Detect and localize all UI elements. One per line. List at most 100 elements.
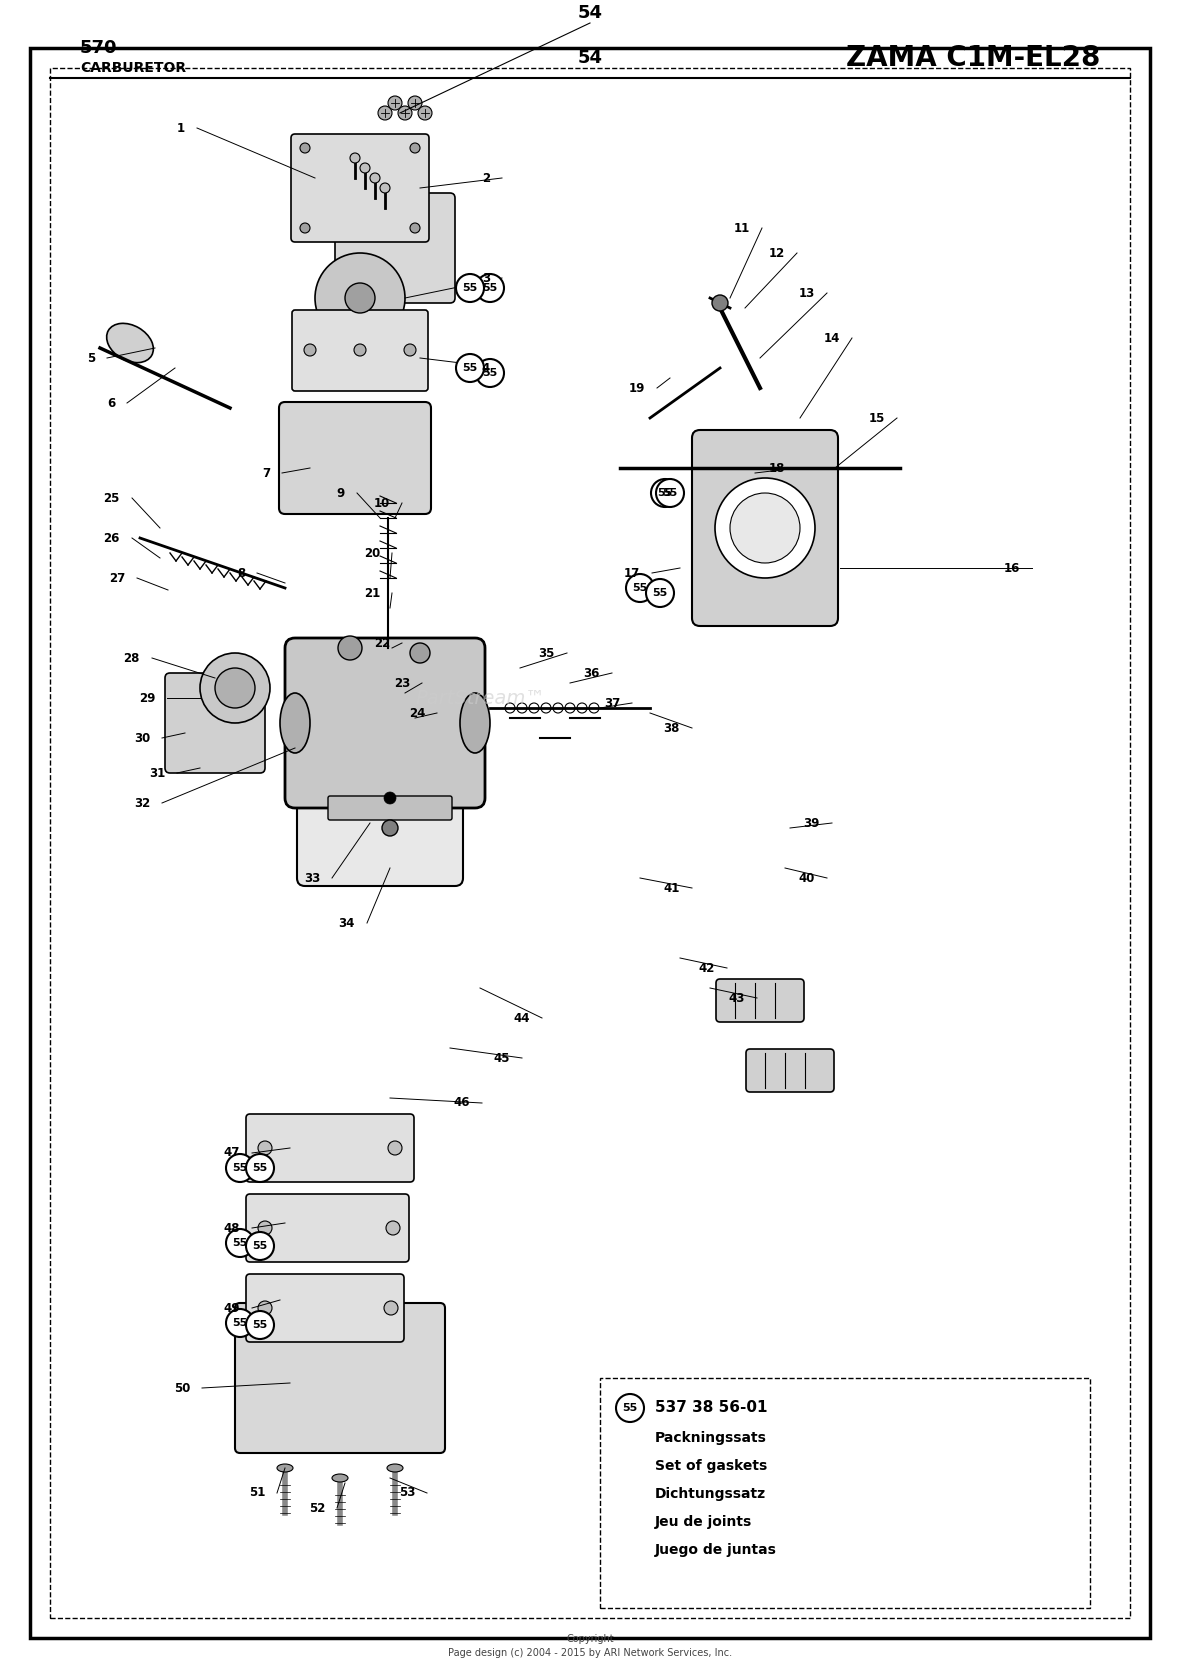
FancyBboxPatch shape (691, 430, 838, 626)
Text: 42: 42 (699, 961, 715, 974)
Text: 36: 36 (584, 667, 599, 679)
Circle shape (245, 1154, 274, 1183)
Text: 7: 7 (262, 467, 270, 479)
Text: CARBURETOR: CARBURETOR (80, 62, 186, 75)
Ellipse shape (387, 1465, 404, 1471)
Circle shape (712, 295, 728, 310)
FancyBboxPatch shape (746, 1049, 834, 1093)
Text: 55: 55 (622, 1403, 637, 1413)
Bar (599, 1378, 1090, 1608)
Circle shape (645, 579, 674, 607)
Text: 17: 17 (624, 567, 640, 579)
Ellipse shape (332, 1475, 348, 1481)
Text: 16: 16 (1004, 562, 1020, 574)
Circle shape (245, 1311, 274, 1339)
Text: 55: 55 (253, 1319, 268, 1329)
Circle shape (300, 143, 310, 153)
Circle shape (360, 163, 371, 173)
Text: 6: 6 (106, 397, 114, 410)
Circle shape (315, 254, 405, 344)
Text: 31: 31 (149, 767, 165, 779)
Circle shape (300, 224, 310, 234)
Text: 21: 21 (363, 587, 380, 599)
Text: 26: 26 (104, 532, 120, 544)
Circle shape (380, 183, 391, 193)
Circle shape (350, 153, 360, 163)
Text: Juego de juntas: Juego de juntas (655, 1543, 776, 1556)
FancyBboxPatch shape (716, 979, 804, 1022)
Text: 537 38 56-01: 537 38 56-01 (655, 1401, 767, 1416)
Ellipse shape (460, 692, 490, 752)
Text: 8: 8 (237, 567, 245, 579)
FancyBboxPatch shape (245, 1114, 414, 1183)
Circle shape (616, 1394, 644, 1423)
FancyBboxPatch shape (165, 672, 266, 772)
Text: 55: 55 (653, 589, 668, 599)
Text: 3: 3 (481, 272, 490, 285)
Circle shape (354, 344, 366, 355)
FancyBboxPatch shape (291, 310, 428, 390)
Circle shape (418, 107, 432, 120)
Text: Packningssats: Packningssats (655, 1431, 767, 1444)
Circle shape (409, 143, 420, 153)
Text: 54: 54 (577, 48, 603, 67)
Text: Dichtungssatz: Dichtungssatz (655, 1486, 766, 1501)
Text: 43: 43 (728, 991, 745, 1004)
Text: 15: 15 (868, 412, 885, 424)
Circle shape (384, 792, 396, 804)
Text: 55: 55 (483, 369, 498, 379)
Ellipse shape (106, 324, 153, 362)
Text: 9: 9 (336, 487, 345, 499)
Text: 13: 13 (799, 287, 815, 300)
Text: 27: 27 (109, 572, 125, 584)
Circle shape (651, 479, 678, 507)
Text: 55: 55 (483, 284, 498, 294)
Circle shape (227, 1229, 254, 1258)
Circle shape (382, 821, 398, 836)
Circle shape (476, 274, 504, 302)
Circle shape (409, 642, 430, 662)
Circle shape (409, 224, 420, 234)
Text: Set of gaskets: Set of gaskets (655, 1460, 767, 1473)
Text: ZAMA C1M-EL28: ZAMA C1M-EL28 (846, 43, 1100, 72)
Text: 50: 50 (173, 1381, 190, 1394)
Text: 33: 33 (303, 871, 320, 884)
Text: 55: 55 (463, 364, 478, 374)
Text: 19: 19 (629, 382, 645, 395)
Circle shape (245, 1233, 274, 1259)
FancyBboxPatch shape (297, 741, 463, 886)
Text: 55: 55 (662, 489, 677, 499)
Text: 55: 55 (463, 284, 478, 294)
Text: 4: 4 (481, 362, 490, 375)
Text: 55: 55 (253, 1241, 268, 1251)
Text: 55: 55 (657, 489, 673, 499)
Circle shape (384, 1301, 398, 1314)
Text: 41: 41 (663, 881, 680, 894)
Circle shape (258, 1141, 273, 1154)
FancyBboxPatch shape (291, 133, 430, 242)
Circle shape (304, 344, 316, 355)
Circle shape (258, 1221, 273, 1234)
Circle shape (227, 1309, 254, 1338)
Text: 52: 52 (309, 1501, 325, 1515)
Text: 51: 51 (249, 1486, 266, 1500)
Text: 49: 49 (223, 1301, 240, 1314)
Circle shape (199, 652, 270, 722)
Circle shape (404, 344, 417, 355)
Text: 55: 55 (232, 1163, 248, 1173)
Circle shape (455, 354, 484, 382)
Circle shape (715, 479, 815, 579)
FancyBboxPatch shape (245, 1274, 404, 1343)
Text: 32: 32 (133, 797, 150, 809)
Circle shape (371, 173, 380, 183)
Ellipse shape (277, 1465, 293, 1471)
Text: 39: 39 (804, 817, 820, 829)
Text: 48: 48 (223, 1221, 240, 1234)
Circle shape (455, 274, 484, 302)
Text: 35: 35 (538, 647, 555, 659)
Text: 37: 37 (604, 697, 620, 709)
Text: 53: 53 (399, 1486, 415, 1500)
Text: 10: 10 (374, 497, 391, 509)
Text: Copyright
Page design (c) 2004 - 2015 by ARI Network Services, Inc.: Copyright Page design (c) 2004 - 2015 by… (448, 1635, 732, 1658)
Text: 47: 47 (224, 1146, 240, 1159)
